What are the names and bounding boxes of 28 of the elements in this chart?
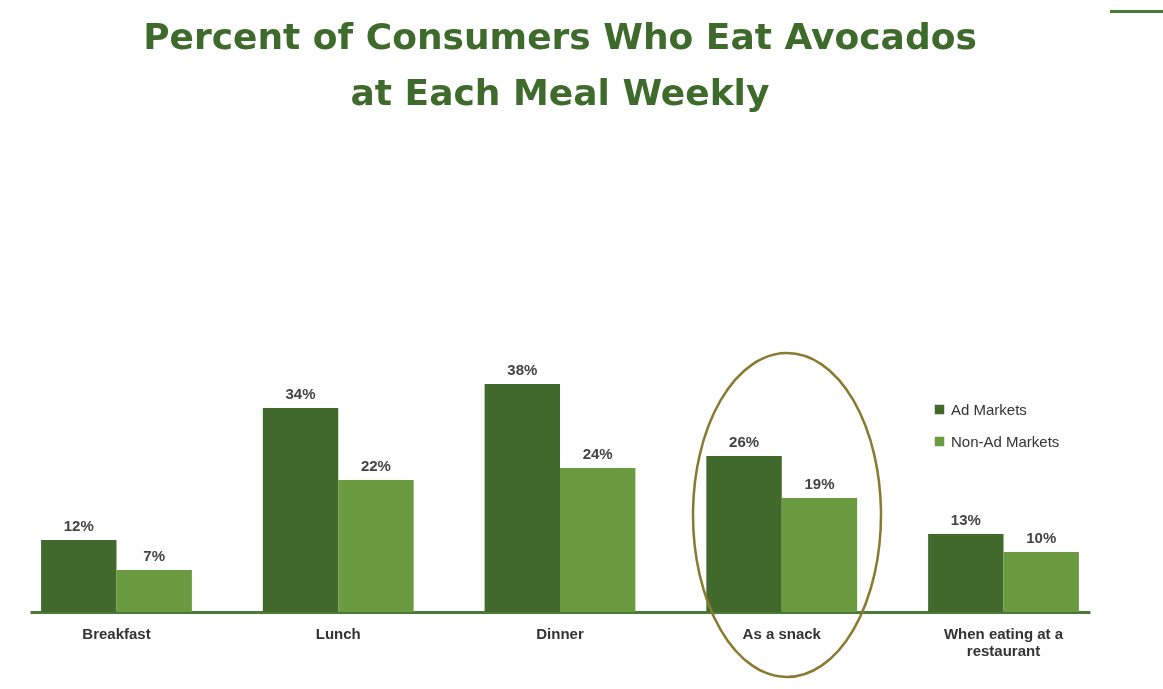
x-tick-label: Breakfast <box>82 624 151 642</box>
bar <box>706 456 782 612</box>
data-label: 34% <box>285 385 316 402</box>
data-label: 38% <box>507 361 538 378</box>
data-label: 13% <box>950 511 981 528</box>
bar <box>41 540 117 612</box>
data-label: 24% <box>582 445 613 462</box>
bar <box>338 480 414 612</box>
legend-label: Non-Ad Markets <box>951 432 1060 450</box>
bar <box>1003 552 1079 612</box>
x-tick-label: Lunch <box>315 624 361 642</box>
chart-title: Percent of Consumers Who Eat Avocados at Each Meal Weekly <box>143 16 977 113</box>
x-tick-label: When eating at a restaurant <box>943 624 1064 659</box>
bar <box>560 468 636 612</box>
x-tick-label: Dinner <box>536 624 584 642</box>
data-label: 22% <box>360 457 391 474</box>
bar <box>262 408 339 612</box>
legend-label: Ad Markets <box>951 400 1027 418</box>
data-label: 10% <box>1026 529 1057 546</box>
data-label: 12% <box>63 517 94 534</box>
bar <box>928 534 1004 612</box>
x-tick-label: As a snack <box>742 624 822 642</box>
bar <box>484 384 560 612</box>
bar <box>116 570 192 612</box>
bar <box>781 498 858 612</box>
data-label: 7% <box>143 547 166 564</box>
data-label: 19% <box>804 475 835 492</box>
data-label: 26% <box>729 433 760 450</box>
